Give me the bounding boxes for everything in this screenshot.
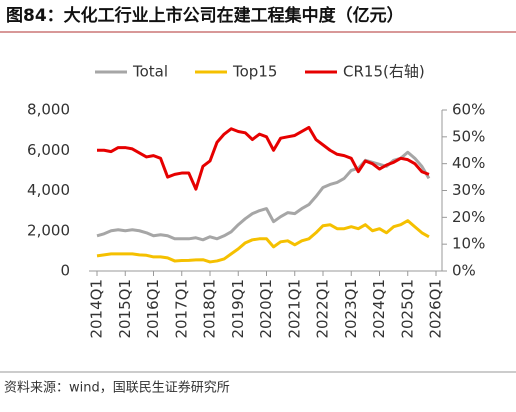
x-tick-label: 2026Q1 — [427, 279, 445, 339]
series-line — [96, 219, 430, 264]
y2-tick-label: 0% — [452, 262, 476, 280]
y2-tick-label: 50% — [452, 127, 485, 145]
x-tick-label: 2020Q1 — [257, 279, 275, 339]
y-tick-label: 0 — [60, 262, 70, 280]
x-tick-label: 2023Q1 — [342, 279, 360, 339]
series-line — [97, 125, 430, 191]
y2-tick-label: 20% — [452, 208, 485, 226]
x-tick-label: 2022Q1 — [314, 279, 332, 339]
y2-tick-label: 10% — [452, 235, 485, 253]
y2-tick-label: 60% — [452, 101, 485, 119]
y2-tick-label: 40% — [452, 154, 485, 172]
x-tick-label: 2015Q1 — [116, 279, 134, 339]
x-tick-label: 2019Q1 — [229, 279, 247, 339]
y2-tick-label: 30% — [452, 181, 485, 199]
x-tick-label: 2016Q1 — [144, 279, 162, 339]
x-tick-label: 2024Q1 — [370, 279, 388, 339]
series-line — [96, 150, 431, 242]
x-tick-label: 2025Q1 — [398, 279, 416, 339]
x-tick-label: 2014Q1 — [88, 279, 106, 339]
y-tick-label: 2,000 — [27, 221, 70, 239]
x-tick-label: 2017Q1 — [172, 279, 190, 339]
y-tick-label: 6,000 — [27, 141, 70, 159]
chart-title: 图84：大化工行业上市公司在建工程集中度（亿元） — [6, 5, 404, 26]
x-tick-label: 2018Q1 — [201, 279, 219, 339]
legend-label: Top15 — [232, 63, 277, 81]
x-tick-label: 2021Q1 — [285, 279, 303, 339]
legend-label: CR15(右轴) — [343, 63, 425, 81]
legend-label: Total — [132, 63, 168, 81]
y-tick-label: 8,000 — [27, 101, 70, 119]
y-tick-label: 4,000 — [27, 181, 70, 199]
source: 资料来源：wind，国联民生证券研究所 — [4, 380, 230, 396]
